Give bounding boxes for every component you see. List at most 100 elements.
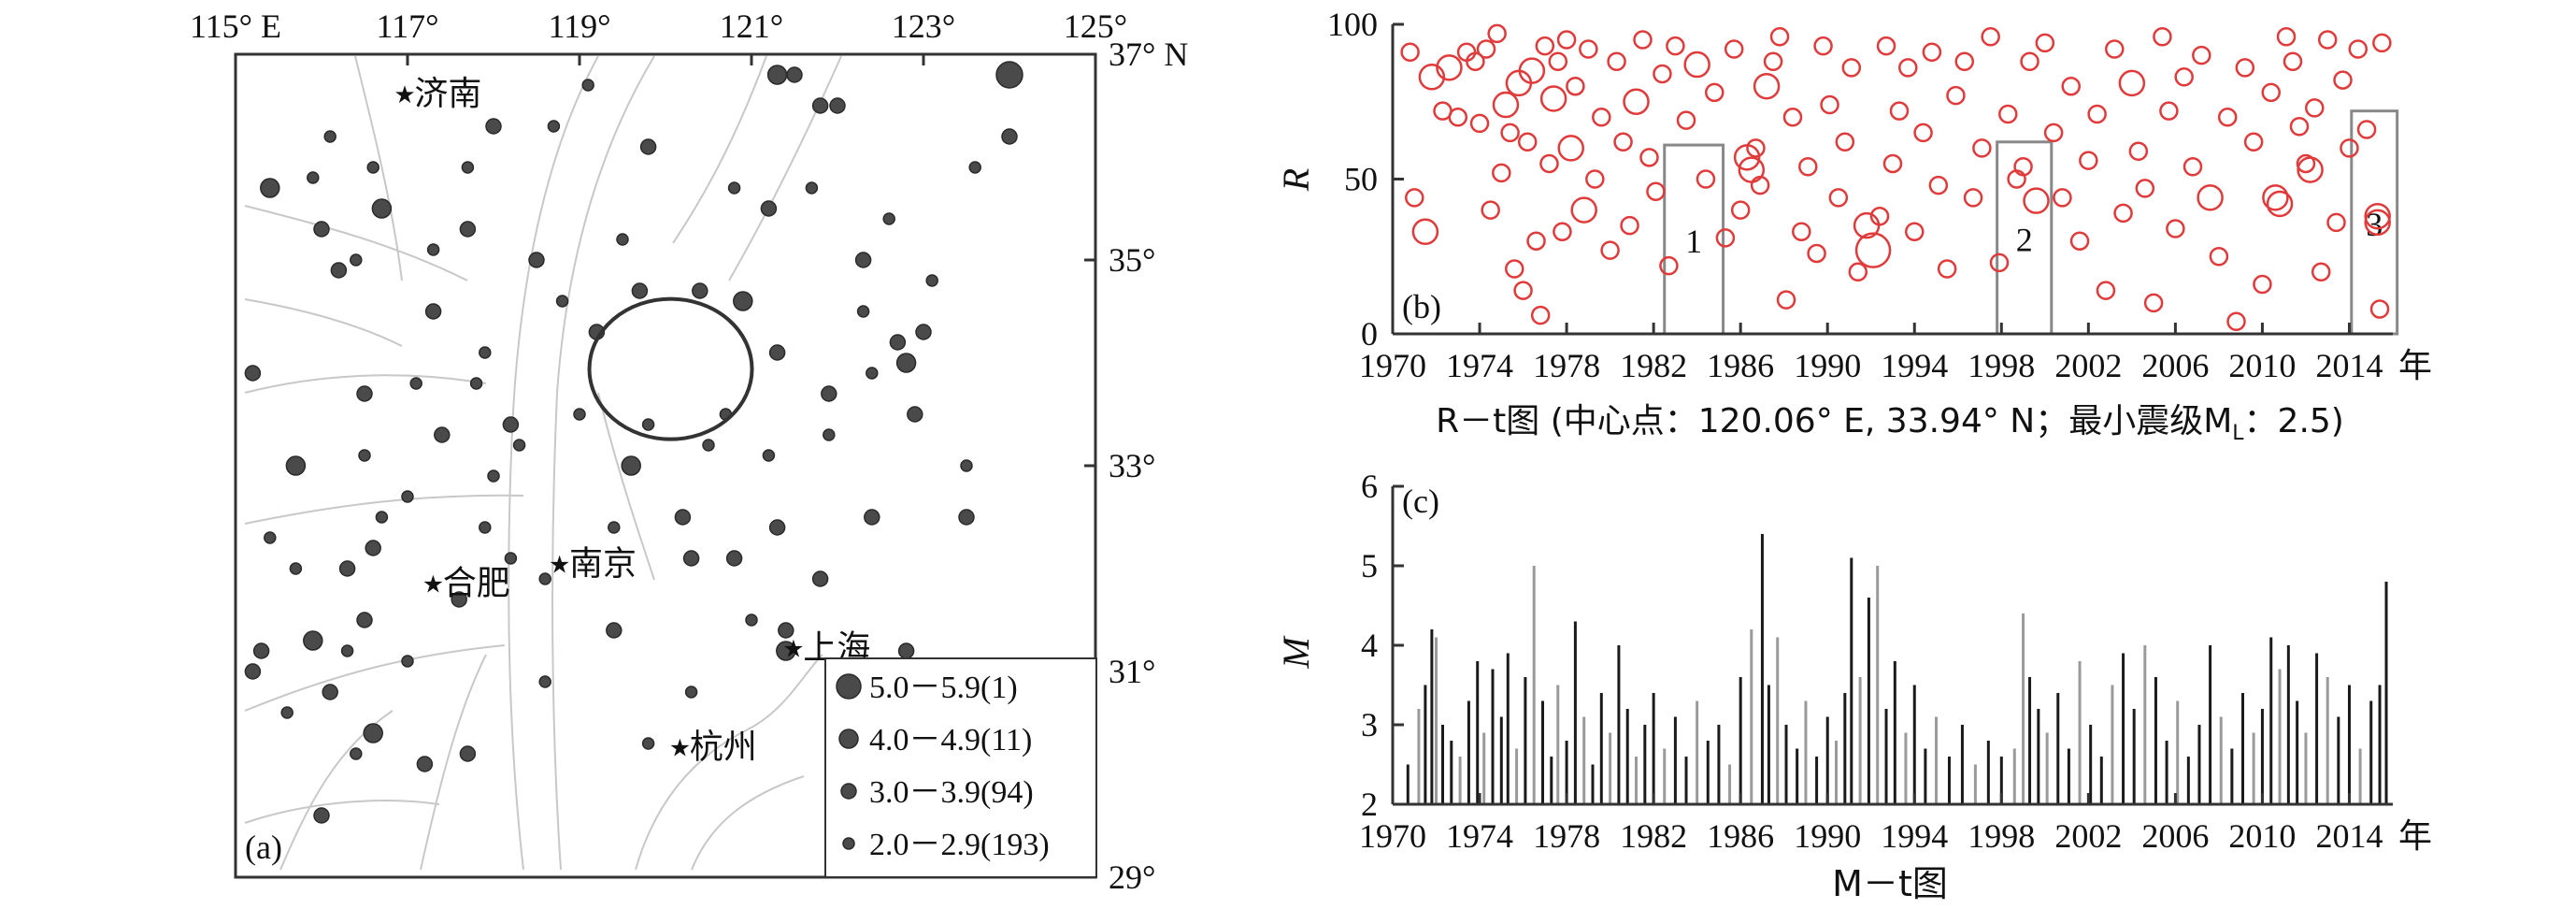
- r-t-point: [2276, 26, 2297, 47]
- earthquake-marker: [313, 807, 330, 824]
- city-label: 合肥: [443, 564, 510, 602]
- earthquake-marker: [762, 449, 776, 462]
- earthquake-marker: [350, 747, 363, 760]
- r-t-point: [1469, 113, 1490, 134]
- earthquake-marker: [479, 346, 492, 359]
- r-t-point: [1715, 228, 1736, 248]
- legend-marker: [836, 673, 862, 700]
- m-t-x-tick-label: 2014: [2315, 817, 2383, 855]
- earthquake-marker: [416, 756, 434, 772]
- r-t-y-ticks: 0 50 100: [1327, 6, 1404, 353]
- earthquake-marker: [459, 745, 477, 762]
- earthquake-marker: [356, 612, 373, 628]
- earthquake-marker: [358, 449, 371, 462]
- map-lon-tick-label: 119°: [548, 7, 610, 45]
- r-t-point: [1666, 36, 1685, 56]
- r-t-point: [1526, 231, 1546, 251]
- window-label: 2: [2016, 221, 2033, 258]
- panel-c-m-t: 2 3 4 5 6 1970 1974 1978 1982 1986 1990 1994 1998 20…: [1275, 468, 2432, 904]
- r-t-point: [1937, 259, 1957, 279]
- m-t-x-tick-label: 1998: [1968, 817, 2035, 855]
- r-t-point: [1898, 58, 1918, 78]
- r-t-point: [2043, 123, 2064, 143]
- earthquake-marker: [371, 198, 393, 219]
- r-t-point: [1848, 262, 1868, 282]
- r-t-point: [1639, 148, 1659, 167]
- earthquake-marker: [960, 459, 973, 472]
- r-t-point: [2340, 138, 2359, 158]
- r-t-point: [1448, 108, 1468, 127]
- r-t-point: [2118, 69, 2146, 97]
- r-t-point: [1792, 222, 1811, 242]
- r-t-point: [1607, 51, 1626, 71]
- earthquake-marker: [504, 552, 518, 565]
- panel-a-map: 115° E 117° 119° 121° 123° 125° 37° N 35° 33° 31…: [190, 7, 1188, 896]
- r-t-point: [2053, 188, 2072, 208]
- r-t-point: [1876, 36, 1896, 56]
- earthquake-marker: [968, 161, 981, 174]
- earthquake-marker: [907, 406, 923, 423]
- m-t-y-tick-label: 2: [1361, 786, 1378, 823]
- earthquake-marker: [811, 97, 829, 114]
- earthquake-marker: [760, 200, 778, 217]
- earthquake-marker: [631, 282, 649, 299]
- r-t-point: [1769, 26, 1790, 47]
- earthquake-marker: [512, 439, 526, 452]
- earthquake-marker: [882, 212, 895, 225]
- r-t-point: [1696, 169, 1716, 189]
- r-t-x-tick-label: 1998: [1968, 347, 2035, 384]
- r-t-x-tick-label: 1990: [1794, 347, 1861, 384]
- r-t-point: [1566, 76, 1585, 96]
- earthquake-marker: [641, 737, 655, 750]
- r-t-point: [2035, 33, 2055, 53]
- r-t-point: [2261, 82, 2281, 103]
- earthquake-marker: [805, 181, 819, 195]
- r-t-point: [2348, 39, 2368, 59]
- r-t-point: [1492, 91, 1520, 119]
- r-t-point: [2105, 39, 2125, 59]
- r-t-point: [1676, 110, 1696, 130]
- m-t-y-tick-label: 5: [1361, 547, 1378, 584]
- r-t-point: [1835, 132, 1855, 152]
- r-t-point: [2143, 293, 2164, 313]
- earthquake-marker: [307, 171, 320, 184]
- earthquake-marker: [682, 550, 700, 567]
- earthquake-marker: [244, 663, 262, 680]
- r-t-point: [1972, 138, 1992, 158]
- r-t-point: [2283, 51, 2303, 71]
- r-t-point: [1405, 188, 1424, 208]
- earthquake-marker: [925, 274, 938, 287]
- earthquake-marker: [285, 455, 307, 476]
- r-t-point: [1487, 23, 1507, 44]
- earthquake-marker: [401, 655, 414, 668]
- earthquake-marker: [469, 377, 483, 390]
- r-t-point: [1476, 39, 1496, 59]
- r-t-x-suffix: 年: [2398, 347, 2432, 385]
- legend-label: 5.0－5.9(1): [869, 671, 1018, 705]
- earthquake-marker: [778, 622, 794, 639]
- map-longitude-ticks: 115° E 117° 119° 121° 123° 125°: [190, 7, 1127, 65]
- earthquake-marker: [621, 455, 641, 476]
- earthquake-marker: [958, 509, 975, 526]
- r-t-point: [1683, 50, 1710, 79]
- earthquake-marker: [538, 572, 551, 585]
- earthquake-marker: [340, 644, 354, 657]
- r-t-point: [1653, 64, 1672, 84]
- r-t-point: [1418, 64, 1446, 91]
- r-t-point: [1998, 104, 2018, 124]
- r-t-point: [1513, 281, 1533, 300]
- r-t-point: [1539, 153, 1559, 174]
- earthquake-marker: [573, 408, 586, 421]
- earthquake-marker: [479, 521, 492, 534]
- r-t-point: [2128, 141, 2149, 161]
- r-t-point: [1500, 123, 1520, 143]
- m-t-x-tick-label: 1970: [1359, 817, 1426, 855]
- r-t-y-tick-label: 0: [1361, 315, 1378, 353]
- map-lon-tick-label: 125°: [1064, 7, 1127, 45]
- r-t-point: [1539, 85, 1567, 112]
- r-t-point: [2013, 157, 2033, 177]
- r-t-point: [1535, 36, 1555, 56]
- r-t-point: [1557, 135, 1584, 162]
- r-t-point: [1492, 163, 1511, 183]
- r-t-x-tick-label: 2006: [2141, 347, 2209, 384]
